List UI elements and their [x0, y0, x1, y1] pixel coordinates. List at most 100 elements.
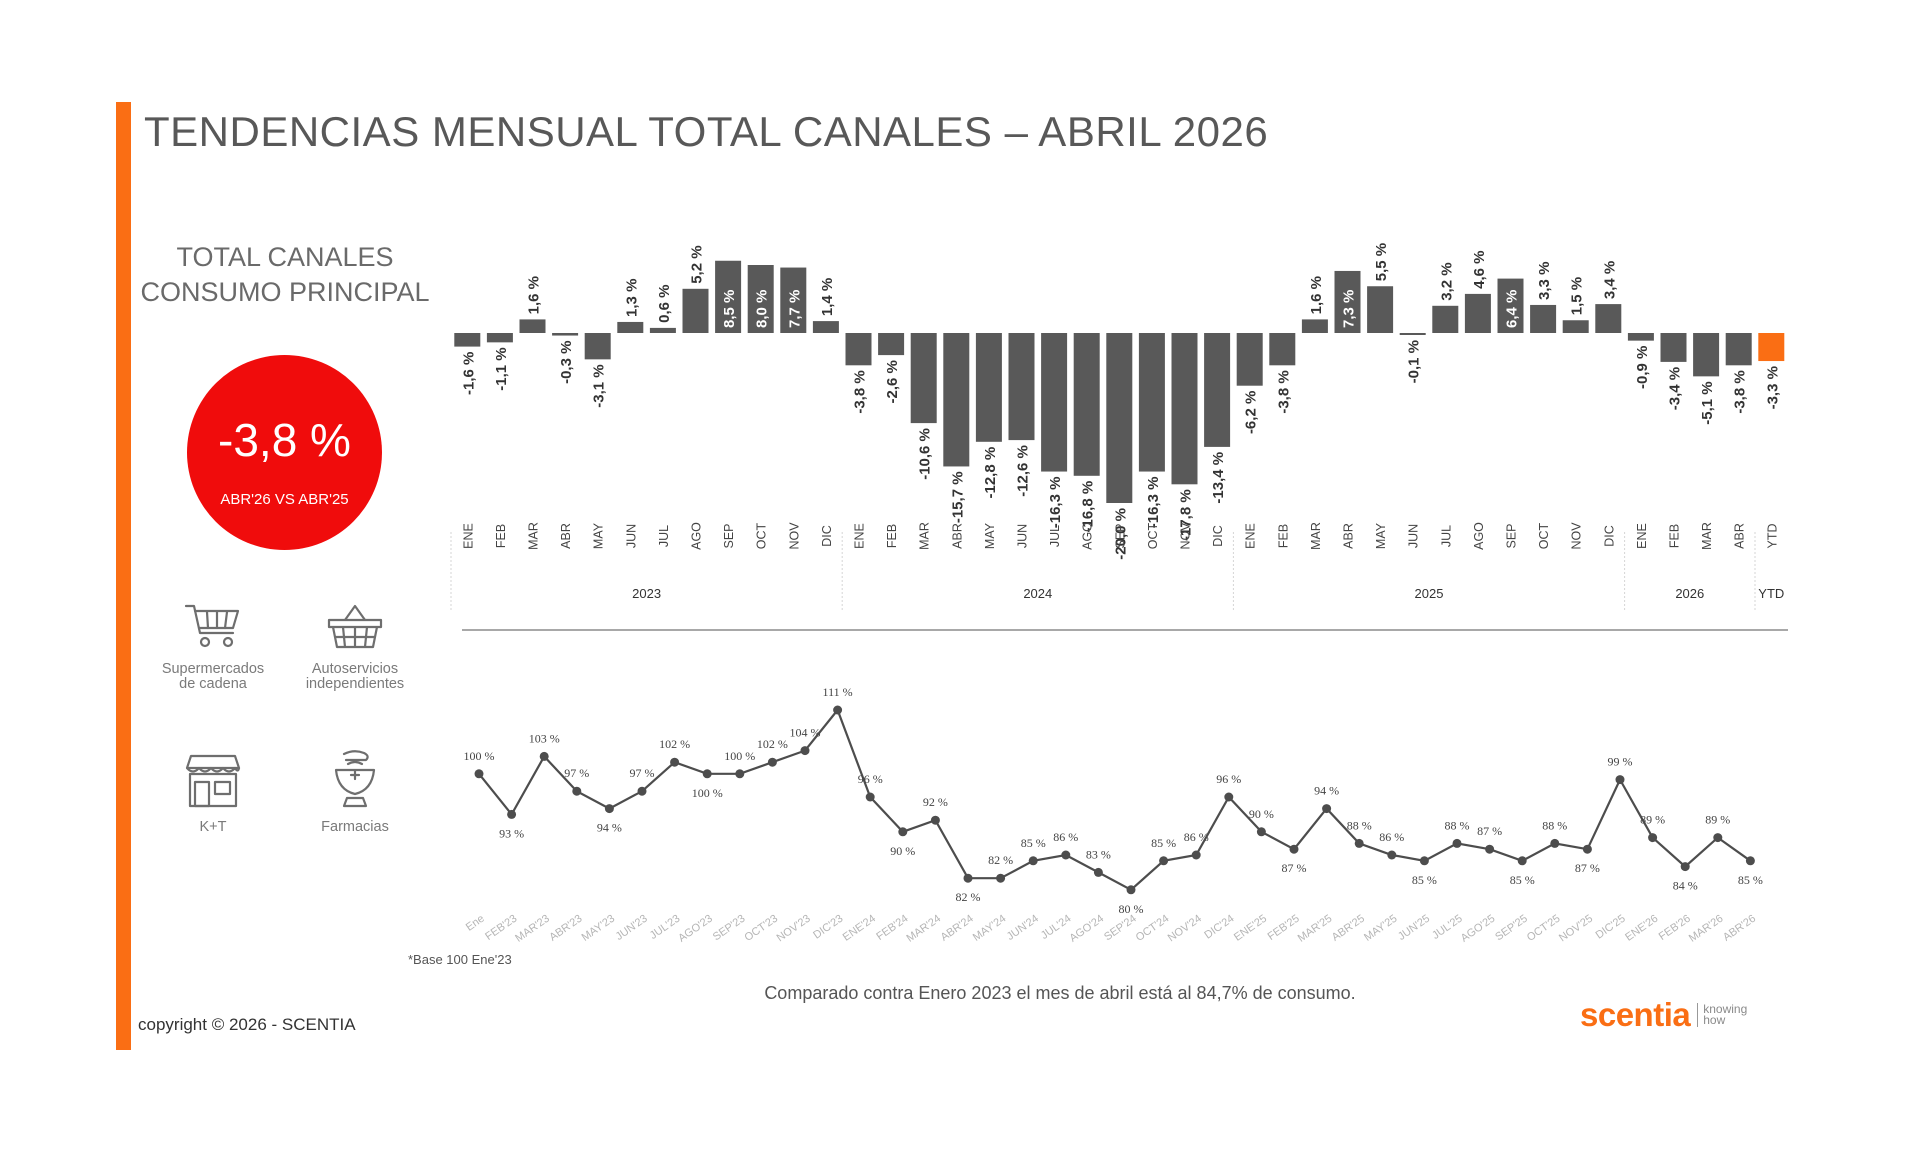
data-point	[1354, 838, 1364, 848]
x-axis-label: FEB'24	[874, 913, 910, 943]
data-point	[767, 757, 777, 767]
bar	[1595, 304, 1622, 333]
bar-value-label: 1,3 %	[623, 279, 640, 317]
point-value-label: 104 %	[790, 726, 821, 740]
bar-value-label: -3,8 %	[1732, 370, 1749, 413]
bar-value-label: 4,6 %	[1471, 251, 1488, 289]
shopping-basket-icon	[327, 604, 383, 649]
pharmacy-icon	[334, 750, 376, 808]
point-value-label: 94 %	[1314, 784, 1339, 798]
comparison-caption: Comparado contra Enero 2023 el mes de ab…	[764, 983, 1356, 1003]
category-label: JUL	[1439, 525, 1453, 547]
category-label: SEP	[1505, 523, 1519, 548]
x-axis-label: ABR'24	[939, 913, 976, 944]
point-value-label: 85 %	[1151, 836, 1176, 850]
point-value-label: 111 %	[823, 685, 853, 699]
point-value-label: 99 %	[1608, 755, 1633, 769]
x-axis-label: MAR'26	[1687, 913, 1726, 945]
x-axis-label: MAR'23	[513, 913, 552, 945]
data-point	[1387, 850, 1397, 860]
subtitle-line-2: CONSUMO PRINCIPAL	[140, 277, 430, 307]
channel-kt: K+T	[133, 752, 293, 835]
x-axis-label: DIC'23	[811, 913, 845, 942]
bar	[1758, 333, 1785, 362]
bar-value-label: -3,8 %	[1275, 370, 1292, 413]
bar-value-label: 5,2 %	[689, 245, 706, 283]
data-point	[507, 809, 517, 819]
x-axis-label: MAY'24	[971, 913, 1008, 944]
category-label: ENE	[1635, 523, 1649, 549]
bar-value-label: -0,3 %	[558, 341, 575, 384]
data-point	[1126, 885, 1136, 895]
point-value-label: 92 %	[923, 795, 948, 809]
data-point	[702, 769, 712, 779]
category-label: MAY	[1374, 522, 1388, 549]
category-label: JUN	[1016, 524, 1030, 548]
bar	[617, 321, 644, 333]
category-label: JUL	[657, 525, 671, 547]
x-axis-label: AGO'24	[1067, 913, 1106, 945]
bar	[454, 333, 481, 347]
brand-tagline-line-2: how	[1703, 1013, 1726, 1027]
x-axis-label: MAY'25	[1362, 913, 1399, 944]
point-value-label: 85 %	[1021, 836, 1046, 850]
bar-value-label: 8,0 %	[754, 290, 771, 328]
point-value-label: 100 %	[724, 749, 755, 763]
point-value-label: 87 %	[1477, 824, 1502, 838]
bar-value-label: 6,4 %	[1504, 290, 1521, 328]
bar-value-label: -16,3 %	[1145, 477, 1162, 529]
x-axis-label: MAY'23	[580, 913, 617, 944]
x-axis-label: JUN'24	[1005, 913, 1041, 943]
x-axis-label: ENE'26	[1623, 913, 1660, 944]
category-label: JUN	[1407, 524, 1421, 548]
bar-value-label: -16,3 %	[1047, 477, 1064, 529]
category-label: ABR	[1342, 523, 1356, 549]
category-label: FEB	[1668, 524, 1682, 548]
bar-value-label: -6,2 %	[1243, 391, 1260, 434]
bar	[519, 319, 546, 333]
category-label: OCT	[755, 522, 769, 549]
bar-value-label: -13,4 %	[1210, 452, 1227, 504]
x-axis-label: MAR'25	[1296, 913, 1335, 945]
x-axis-label: SEP'24	[1102, 913, 1139, 944]
data-point	[670, 757, 680, 767]
bar	[1106, 333, 1133, 503]
bar-value-label: 1,4 %	[819, 278, 836, 316]
x-axis-label: ABR'25	[1330, 913, 1367, 944]
data-point	[1419, 856, 1429, 866]
data-point	[865, 792, 875, 802]
copyright-text: copyright © 2026 - SCENTIA	[138, 1015, 356, 1034]
category-label: MAR	[1309, 522, 1323, 550]
subtitle-line-1: TOTAL CANALES	[176, 242, 394, 272]
bar-value-label: 5,5 %	[1373, 243, 1390, 281]
category-label: OCT	[1146, 522, 1160, 549]
year-group-label: 2023	[632, 586, 661, 601]
point-value-label: 89 %	[1640, 813, 1665, 827]
data-point	[930, 815, 940, 825]
brand-name: scentia	[1580, 996, 1691, 1033]
category-label: DIC	[820, 525, 834, 547]
point-value-label: 85 %	[1412, 873, 1437, 887]
category-label: JUN	[624, 524, 638, 548]
year-group-label: 2024	[1023, 586, 1052, 601]
x-axis-label: OCT'24	[1134, 913, 1172, 944]
point-value-label: 97 %	[564, 766, 589, 780]
bar-value-label: -3,4 %	[1667, 367, 1684, 410]
point-value-label: 80 %	[1119, 902, 1144, 916]
data-point	[474, 769, 484, 779]
bar	[1138, 333, 1165, 472]
accent-bar	[116, 102, 131, 1050]
x-axis-label: ABR'23	[547, 913, 584, 944]
point-value-label: 85 %	[1510, 873, 1535, 887]
bar-value-label: -3,3 %	[1764, 366, 1781, 409]
point-value-label: 97 %	[630, 766, 655, 780]
bar-value-label: -20,0 %	[1112, 508, 1129, 560]
category-label: MAR	[918, 522, 932, 550]
data-point	[1745, 856, 1755, 866]
brand-tagline-line-1: knowing	[1703, 1002, 1748, 1016]
data-point	[1648, 833, 1658, 843]
point-value-label: 88 %	[1542, 818, 1567, 832]
year-group-label: 2025	[1415, 586, 1444, 601]
data-point	[898, 827, 908, 837]
x-axis-label: ABR'26	[1721, 913, 1758, 944]
